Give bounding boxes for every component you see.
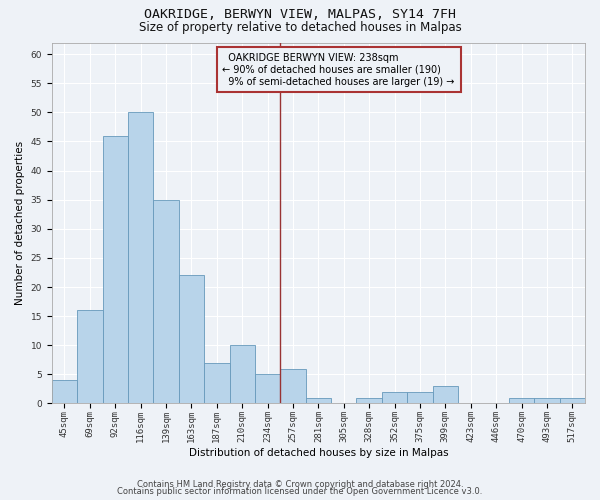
Text: OAKRIDGE BERWYN VIEW: 238sqm
← 90% of detached houses are smaller (190)
  9% of : OAKRIDGE BERWYN VIEW: 238sqm ← 90% of de… [223, 54, 455, 86]
Text: Contains HM Land Registry data © Crown copyright and database right 2024.: Contains HM Land Registry data © Crown c… [137, 480, 463, 489]
Bar [128, 112, 154, 404]
Bar [509, 398, 534, 404]
X-axis label: Distribution of detached houses by size in Malpas: Distribution of detached houses by size … [188, 448, 448, 458]
Bar [382, 392, 407, 404]
Bar [560, 398, 585, 404]
Bar [179, 276, 204, 404]
Bar [407, 392, 433, 404]
Bar [534, 398, 560, 404]
Bar [204, 362, 230, 404]
Bar [230, 345, 255, 404]
Text: Contains public sector information licensed under the Open Government Licence v3: Contains public sector information licen… [118, 488, 482, 496]
Bar [280, 368, 305, 404]
Bar [154, 200, 179, 404]
Bar [433, 386, 458, 404]
Bar [305, 398, 331, 404]
Bar [255, 374, 280, 404]
Bar [52, 380, 77, 404]
Text: Size of property relative to detached houses in Malpas: Size of property relative to detached ho… [139, 21, 461, 34]
Y-axis label: Number of detached properties: Number of detached properties [15, 141, 25, 305]
Bar [77, 310, 103, 404]
Text: OAKRIDGE, BERWYN VIEW, MALPAS, SY14 7FH: OAKRIDGE, BERWYN VIEW, MALPAS, SY14 7FH [144, 8, 456, 20]
Bar [103, 136, 128, 404]
Bar [356, 398, 382, 404]
